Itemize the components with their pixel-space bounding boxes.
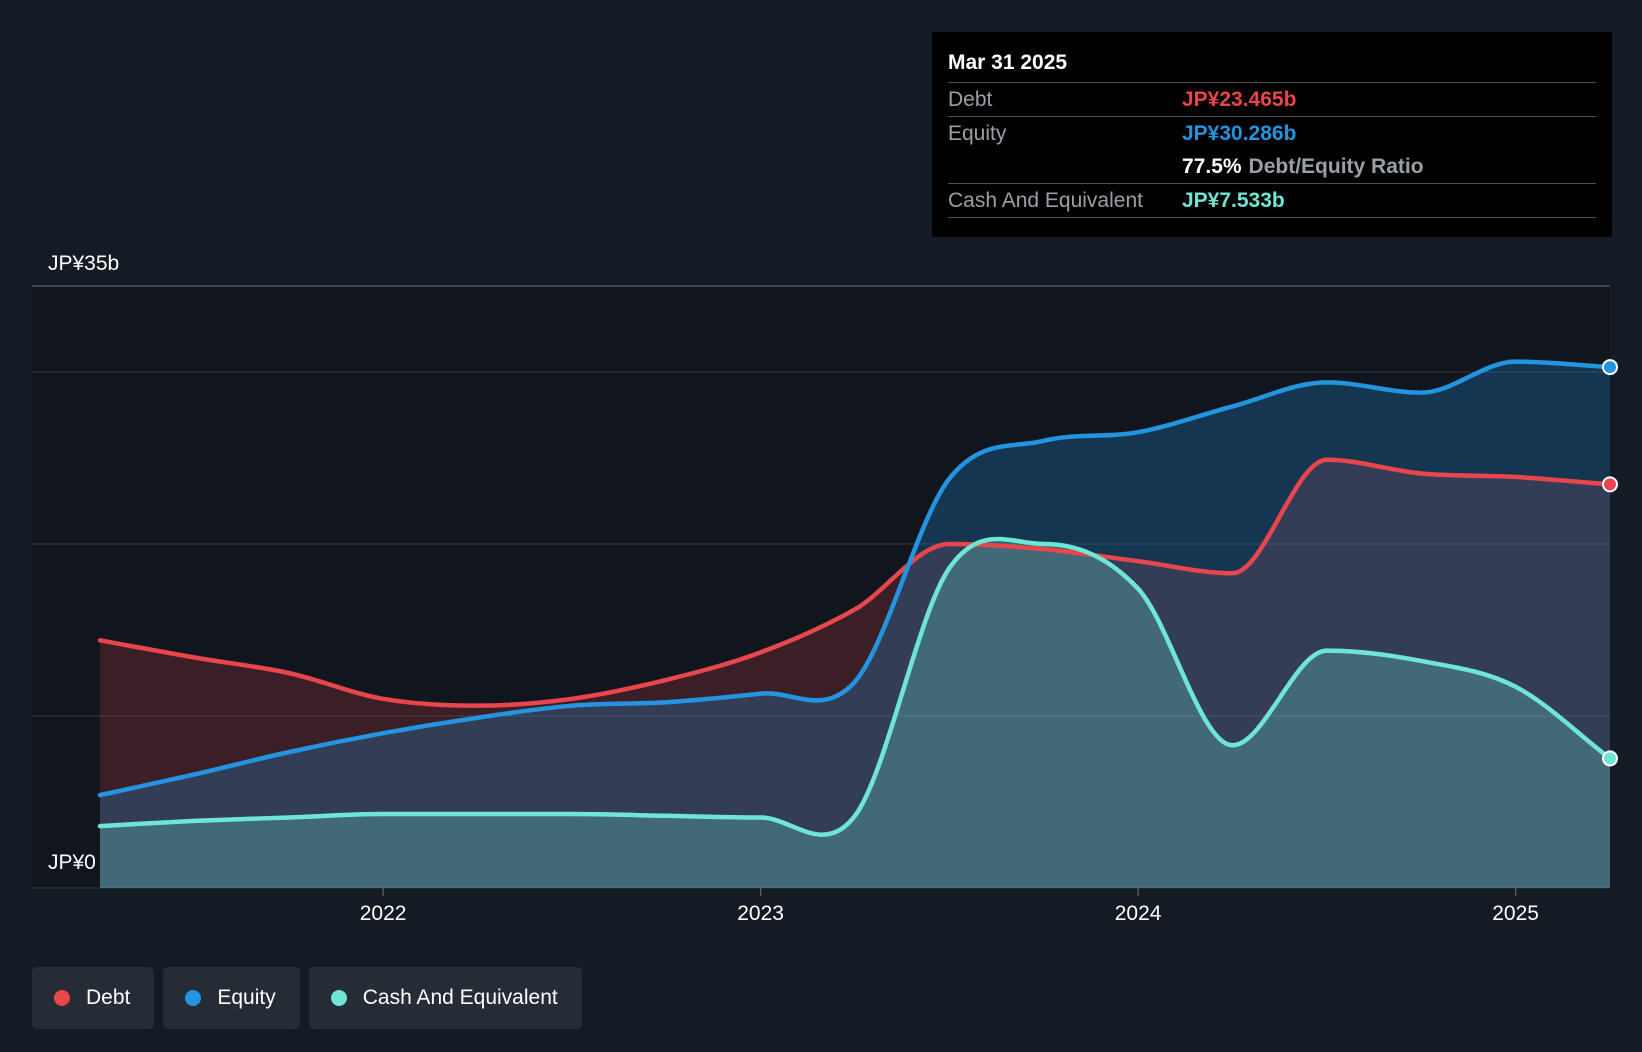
x-tick-label: 2024 [1115, 902, 1162, 925]
equity-dot-icon [185, 990, 202, 1006]
tooltip-panel: Mar 31 2025 Debt JP¥23.465b Equity JP¥30… [932, 32, 1612, 237]
legend-equity-label: Equity [217, 986, 276, 1009]
series-lines [97, 359, 1613, 837]
tooltip-row-ratio: 77.5% Debt/Equity Ratio [948, 150, 1596, 183]
tooltip-ratio-label: Debt/Equity Ratio [1248, 154, 1424, 178]
end-markers [1602, 359, 1618, 767]
tooltip-debt-value: JP¥23.465b [1182, 87, 1297, 111]
plot-background [32, 286, 1610, 888]
legend-item-equity[interactable]: Equity [163, 967, 300, 1029]
x-tick-label: 2023 [737, 902, 784, 925]
legend-debt-label: Debt [86, 986, 131, 1009]
debt-dot-icon [54, 990, 70, 1006]
tooltip-debt-label: Debt [948, 87, 993, 111]
cash-and-equivalent-line [97, 536, 1613, 837]
x-tick-label: 2022 [360, 902, 407, 925]
tooltip-date: Mar 31 2025 [948, 51, 1068, 74]
legend-cash-label: Cash And Equivalent [362, 986, 558, 1009]
legend-item-cash[interactable]: Cash And Equivalent [308, 967, 582, 1029]
x-tick-label: 2025 [1492, 902, 1539, 925]
tooltip-cash-value: JP¥7.533b [1182, 188, 1285, 212]
tooltip-row-equity: Equity JP¥30.286b [948, 116, 1596, 150]
tooltip-row-cash: Cash And Equivalent JP¥7.533b [948, 183, 1596, 218]
equity-end-point [1602, 359, 1618, 376]
legend-item-debt[interactable]: Debt [32, 967, 155, 1029]
cash-and-equivalent-area [99, 539, 1610, 888]
y-axis-top-label: JP¥35b [48, 252, 119, 275]
tooltip-ratio-value: 77.5% [1182, 154, 1242, 178]
equity-line [97, 359, 1613, 798]
area-fills [99, 361, 1610, 888]
y-axis-bottom-label: JP¥0 [48, 851, 96, 874]
equity-area [99, 361, 1610, 888]
cash-dot-icon [330, 990, 347, 1006]
legend: Debt Equity Cash And Equivalent [32, 967, 582, 1029]
gridlines [32, 285, 1610, 889]
tooltip-equity-label: Equity [948, 121, 1007, 145]
cash-and-equivalent-end-point [1602, 750, 1618, 767]
tooltip-equity-value: JP¥30.286b [1182, 121, 1297, 145]
x-axis-ticks: 2022 2023 2024 2025 [360, 888, 1539, 925]
tooltip-row-debt: Debt JP¥23.465b [948, 82, 1596, 116]
debt-area [99, 459, 1610, 888]
debt-end-point [1602, 476, 1618, 493]
tooltip-cash-label: Cash And Equivalent [948, 188, 1143, 212]
debt-line [97, 457, 1613, 708]
